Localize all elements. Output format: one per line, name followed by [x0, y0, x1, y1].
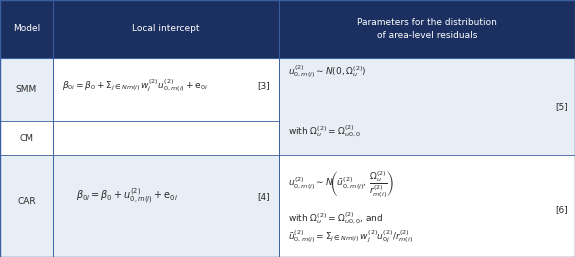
Bar	[53, 58, 279, 121]
Text: Parameters for the distribution
of area-level residuals: Parameters for the distribution of area-…	[357, 18, 497, 40]
Text: Model: Model	[13, 24, 40, 33]
Bar	[0, 0, 53, 58]
Text: [6]: [6]	[555, 205, 568, 214]
Bar	[279, 58, 575, 121]
Text: $\bar{u}_{0,m(i)}^{(2)}=\Sigma_{j\in Nm(i)}\,w_j^{(2)}u_{0j}^{(2)}/r_{m(i)}^{(2): $\bar{u}_{0,m(i)}^{(2)}=\Sigma_{j\in Nm(…	[288, 228, 413, 245]
Text: SMM: SMM	[16, 85, 37, 94]
Text: Local intercept: Local intercept	[132, 24, 200, 33]
Bar	[53, 0, 279, 58]
Bar	[0, 155, 53, 257]
Text: with $\Omega_u^{(2)}=\Omega_{u0,0}^{(2)}$, and: with $\Omega_u^{(2)}=\Omega_{u0,0}^{(2)}…	[288, 211, 383, 226]
Text: [4]: [4]	[258, 192, 270, 201]
Bar	[53, 155, 279, 257]
Bar	[279, 155, 575, 257]
Text: with $\Omega_u^{(2)}=\Omega_{u0,0}^{(2)}$: with $\Omega_u^{(2)}=\Omega_{u0,0}^{(2)}…	[288, 123, 361, 139]
Bar	[279, 121, 575, 155]
Text: $u_{0,m(i)}^{(2)}\sim N(0,\Omega_u^{(2)})$: $u_{0,m(i)}^{(2)}\sim N(0,\Omega_u^{(2)}…	[288, 63, 366, 80]
Bar	[0, 121, 53, 155]
Text: $\beta_{0i}=\beta_0+\Sigma_{j\in Nm(i)}\,w_j^{(2)}u_{0,m(i)}^{(2)}+\mathrm{e}_{0: $\beta_{0i}=\beta_0+\Sigma_{j\in Nm(i)}\…	[62, 77, 208, 94]
Text: [5]: [5]	[555, 102, 568, 111]
Text: $u_{0,m(i)}^{(2)}\sim N\!\left(\bar{u}_{0,m(i)}^{(2)},\,\dfrac{\Omega_u^{(2)}}{r: $u_{0,m(i)}^{(2)}\sim N\!\left(\bar{u}_{…	[288, 170, 394, 200]
Bar	[53, 121, 279, 155]
Bar	[0, 58, 53, 121]
Text: CM: CM	[20, 134, 33, 143]
Text: $\beta_{0i}=\beta_0+u_{0,m(i)}^{(2)}+\mathrm{e}_{0i}$: $\beta_{0i}=\beta_0+u_{0,m(i)}^{(2)}+\ma…	[76, 187, 178, 206]
Bar	[279, 0, 575, 58]
Text: [3]: [3]	[258, 81, 270, 90]
Text: CAR: CAR	[17, 197, 36, 206]
